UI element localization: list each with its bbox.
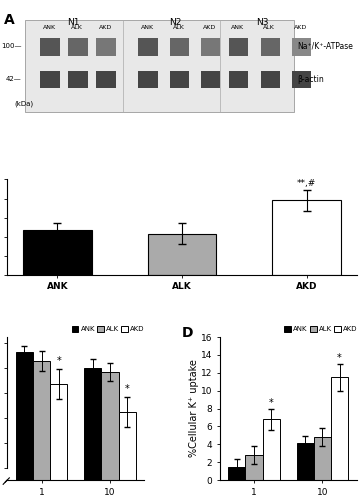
Bar (96, 38, 116, 56)
Text: ANK: ANK (232, 25, 245, 30)
Text: ALK: ALK (173, 25, 185, 30)
Text: *: * (337, 353, 342, 363)
Text: ANK: ANK (141, 25, 154, 30)
Bar (314, 437, 331, 480)
Bar (33, 360, 50, 500)
Bar (138, 71, 158, 88)
Bar (201, 38, 221, 56)
Bar (331, 378, 348, 480)
Bar (201, 71, 221, 88)
Text: *: * (269, 398, 273, 408)
Bar (68, 71, 88, 88)
Legend: ANK, ALK, AKD: ANK, ALK, AKD (69, 324, 148, 335)
Text: AKD: AKD (203, 25, 217, 30)
Bar (261, 38, 280, 56)
Bar (170, 71, 189, 88)
Text: AKD: AKD (294, 25, 308, 30)
Text: 100—: 100— (1, 42, 21, 48)
Bar (272, 200, 341, 274)
Bar (50, 384, 67, 500)
Text: A: A (4, 13, 15, 27)
Text: AKD: AKD (99, 25, 112, 30)
Bar (292, 38, 311, 56)
Bar (84, 368, 102, 500)
Text: β-actin: β-actin (297, 75, 324, 84)
Text: (kDa): (kDa) (14, 100, 33, 107)
Text: N1: N1 (67, 18, 80, 27)
Bar (40, 71, 60, 88)
Text: ALK: ALK (71, 25, 83, 30)
Bar (119, 412, 136, 500)
Bar (138, 38, 158, 56)
Bar (40, 38, 60, 56)
Y-axis label: %Cellular K⁺ uptake: %Cellular K⁺ uptake (189, 360, 199, 458)
Text: *: * (125, 384, 130, 394)
Text: *: * (56, 356, 61, 366)
Text: N2: N2 (169, 18, 181, 27)
Bar (23, 230, 92, 274)
Text: ALK: ALK (264, 25, 275, 30)
Text: D: D (181, 326, 193, 340)
Bar (16, 352, 33, 500)
Text: ANK: ANK (43, 25, 56, 30)
Bar (229, 71, 248, 88)
Bar (229, 38, 248, 56)
Bar (262, 420, 280, 480)
Bar (96, 71, 116, 88)
Text: **,#: **,# (297, 179, 316, 188)
Text: Na⁺/K⁺-ATPase: Na⁺/K⁺-ATPase (297, 41, 353, 50)
Text: 42—: 42— (5, 76, 21, 82)
Bar (68, 38, 88, 56)
Text: N3: N3 (256, 18, 269, 27)
Bar (297, 444, 314, 480)
Legend: ANK, ALK, AKD: ANK, ALK, AKD (281, 324, 360, 335)
Bar (170, 38, 189, 56)
Bar (102, 372, 119, 500)
Bar (228, 466, 245, 480)
Bar (245, 455, 262, 480)
Bar (292, 71, 311, 88)
Bar (148, 234, 216, 274)
Bar (261, 71, 280, 88)
